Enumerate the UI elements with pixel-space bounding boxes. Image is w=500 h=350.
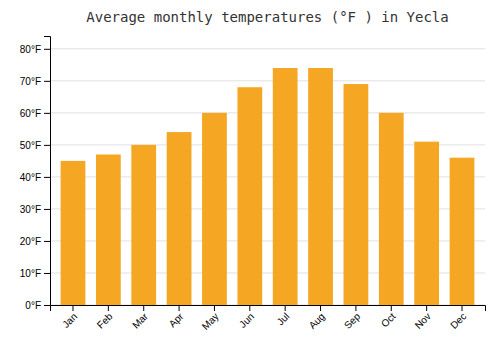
x-tick-mark <box>108 305 109 311</box>
x-tick: Feb <box>95 305 115 331</box>
x-tick-mark <box>320 305 321 311</box>
x-tick: Nov <box>413 305 433 331</box>
x-tick-mark <box>391 305 392 311</box>
x-tick-label: Sep <box>342 310 363 331</box>
y-axis: 0°F 10°F 20°F 30°F 40°F 50°F 60°F 70°F 80°F <box>20 37 51 311</box>
y-tick-label: 20°F <box>20 236 41 247</box>
y-axis-line <box>44 37 51 306</box>
y-tick-mark <box>44 209 50 210</box>
bar <box>273 68 298 305</box>
bar <box>167 132 192 305</box>
x-tick-mark <box>179 305 180 311</box>
y-tick-mark <box>44 177 50 178</box>
y-tick-label: 60°F <box>20 108 41 119</box>
y-tick-label: 30°F <box>20 204 41 215</box>
y-tick-label: 0°F <box>25 300 41 311</box>
x-tick: Jan <box>60 305 79 330</box>
x-tick-mark <box>426 305 427 311</box>
grid <box>50 49 485 305</box>
x-tick-mark <box>462 305 463 311</box>
x-tick-mark <box>143 305 144 311</box>
x-tick: Mar <box>130 305 150 331</box>
y-tick-label: 70°F <box>20 76 41 87</box>
x-tick-mark <box>249 305 250 311</box>
y-tick: 30°F <box>20 204 50 215</box>
x-tick: Jun <box>237 305 256 330</box>
y-tick-label: 50°F <box>20 140 41 151</box>
x-tick: Aug <box>307 305 327 331</box>
x-axis: Jan Feb Mar Apr May Jun Jul Aug Sep Oct Nov Dec <box>51 305 486 332</box>
x-tick-label: Feb <box>95 310 115 330</box>
y-tick-label: 40°F <box>20 172 41 183</box>
bar <box>308 68 333 305</box>
x-tick: Oct <box>379 305 398 329</box>
y-tick: 10°F <box>20 268 50 279</box>
bar <box>131 145 156 305</box>
y-tick: 0°F <box>25 300 50 311</box>
grid-line <box>50 112 485 113</box>
x-tick-mark <box>355 305 356 311</box>
y-tick-mark <box>44 241 50 242</box>
x-tick-label: Dec <box>448 311 468 331</box>
y-tick-mark <box>44 113 50 114</box>
bar <box>61 161 86 305</box>
title: Average monthly temperatures (°F ) in Ye… <box>86 9 448 25</box>
y-tick-mark <box>44 49 50 50</box>
y-tick-mark <box>44 81 50 82</box>
x-tick-label: Jan <box>60 311 79 330</box>
y-tick: 50°F <box>20 140 50 151</box>
x-tick-label: Apr <box>167 310 186 329</box>
bar <box>379 113 404 305</box>
bar <box>96 154 121 305</box>
y-tick-mark <box>44 145 50 146</box>
x-tick-label: Jul <box>275 311 292 328</box>
x-tick-mark <box>214 305 215 311</box>
x-tick-label: Oct <box>379 311 398 330</box>
bar <box>450 158 475 305</box>
y-tick-mark <box>44 273 50 274</box>
x-tick-label: Mar <box>130 310 150 330</box>
x-tick-label: May <box>200 311 221 332</box>
x-tick-label: Nov <box>413 311 433 331</box>
x-tick-label: Jun <box>237 311 256 330</box>
x-tick-mark <box>72 305 73 311</box>
bar <box>414 142 439 305</box>
x-tick: May <box>200 305 221 332</box>
y-tick: 40°F <box>20 172 50 183</box>
y-tick-label: 10°F <box>20 268 41 279</box>
y-tick: 70°F <box>20 76 50 87</box>
grid-line <box>50 80 485 81</box>
x-tick: Jul <box>275 305 292 327</box>
x-tick: Apr <box>167 305 186 329</box>
y-tick-mark <box>44 305 50 306</box>
chart: 0°F 10°F 20°F 30°F 40°F 50°F 60°F 70°F 80°F Jan Fe… <box>0 0 500 350</box>
y-tick: 80°F <box>20 44 50 55</box>
x-axis-line <box>51 306 486 312</box>
grid-line <box>50 48 485 49</box>
bar <box>344 84 369 305</box>
bar <box>202 113 227 305</box>
x-tick-label: Aug <box>307 311 327 331</box>
x-tick: Dec <box>448 305 468 331</box>
y-tick-label: 80°F <box>20 44 41 55</box>
x-tick: Sep <box>342 305 363 331</box>
y-tick: 60°F <box>20 108 50 119</box>
bar <box>237 87 262 305</box>
y-tick: 20°F <box>20 236 50 247</box>
plot: 0°F 10°F 20°F 30°F 40°F 50°F 60°F 70°F 80°F Jan Fe… <box>20 37 486 332</box>
bars <box>61 68 475 305</box>
x-tick-mark <box>285 305 286 311</box>
